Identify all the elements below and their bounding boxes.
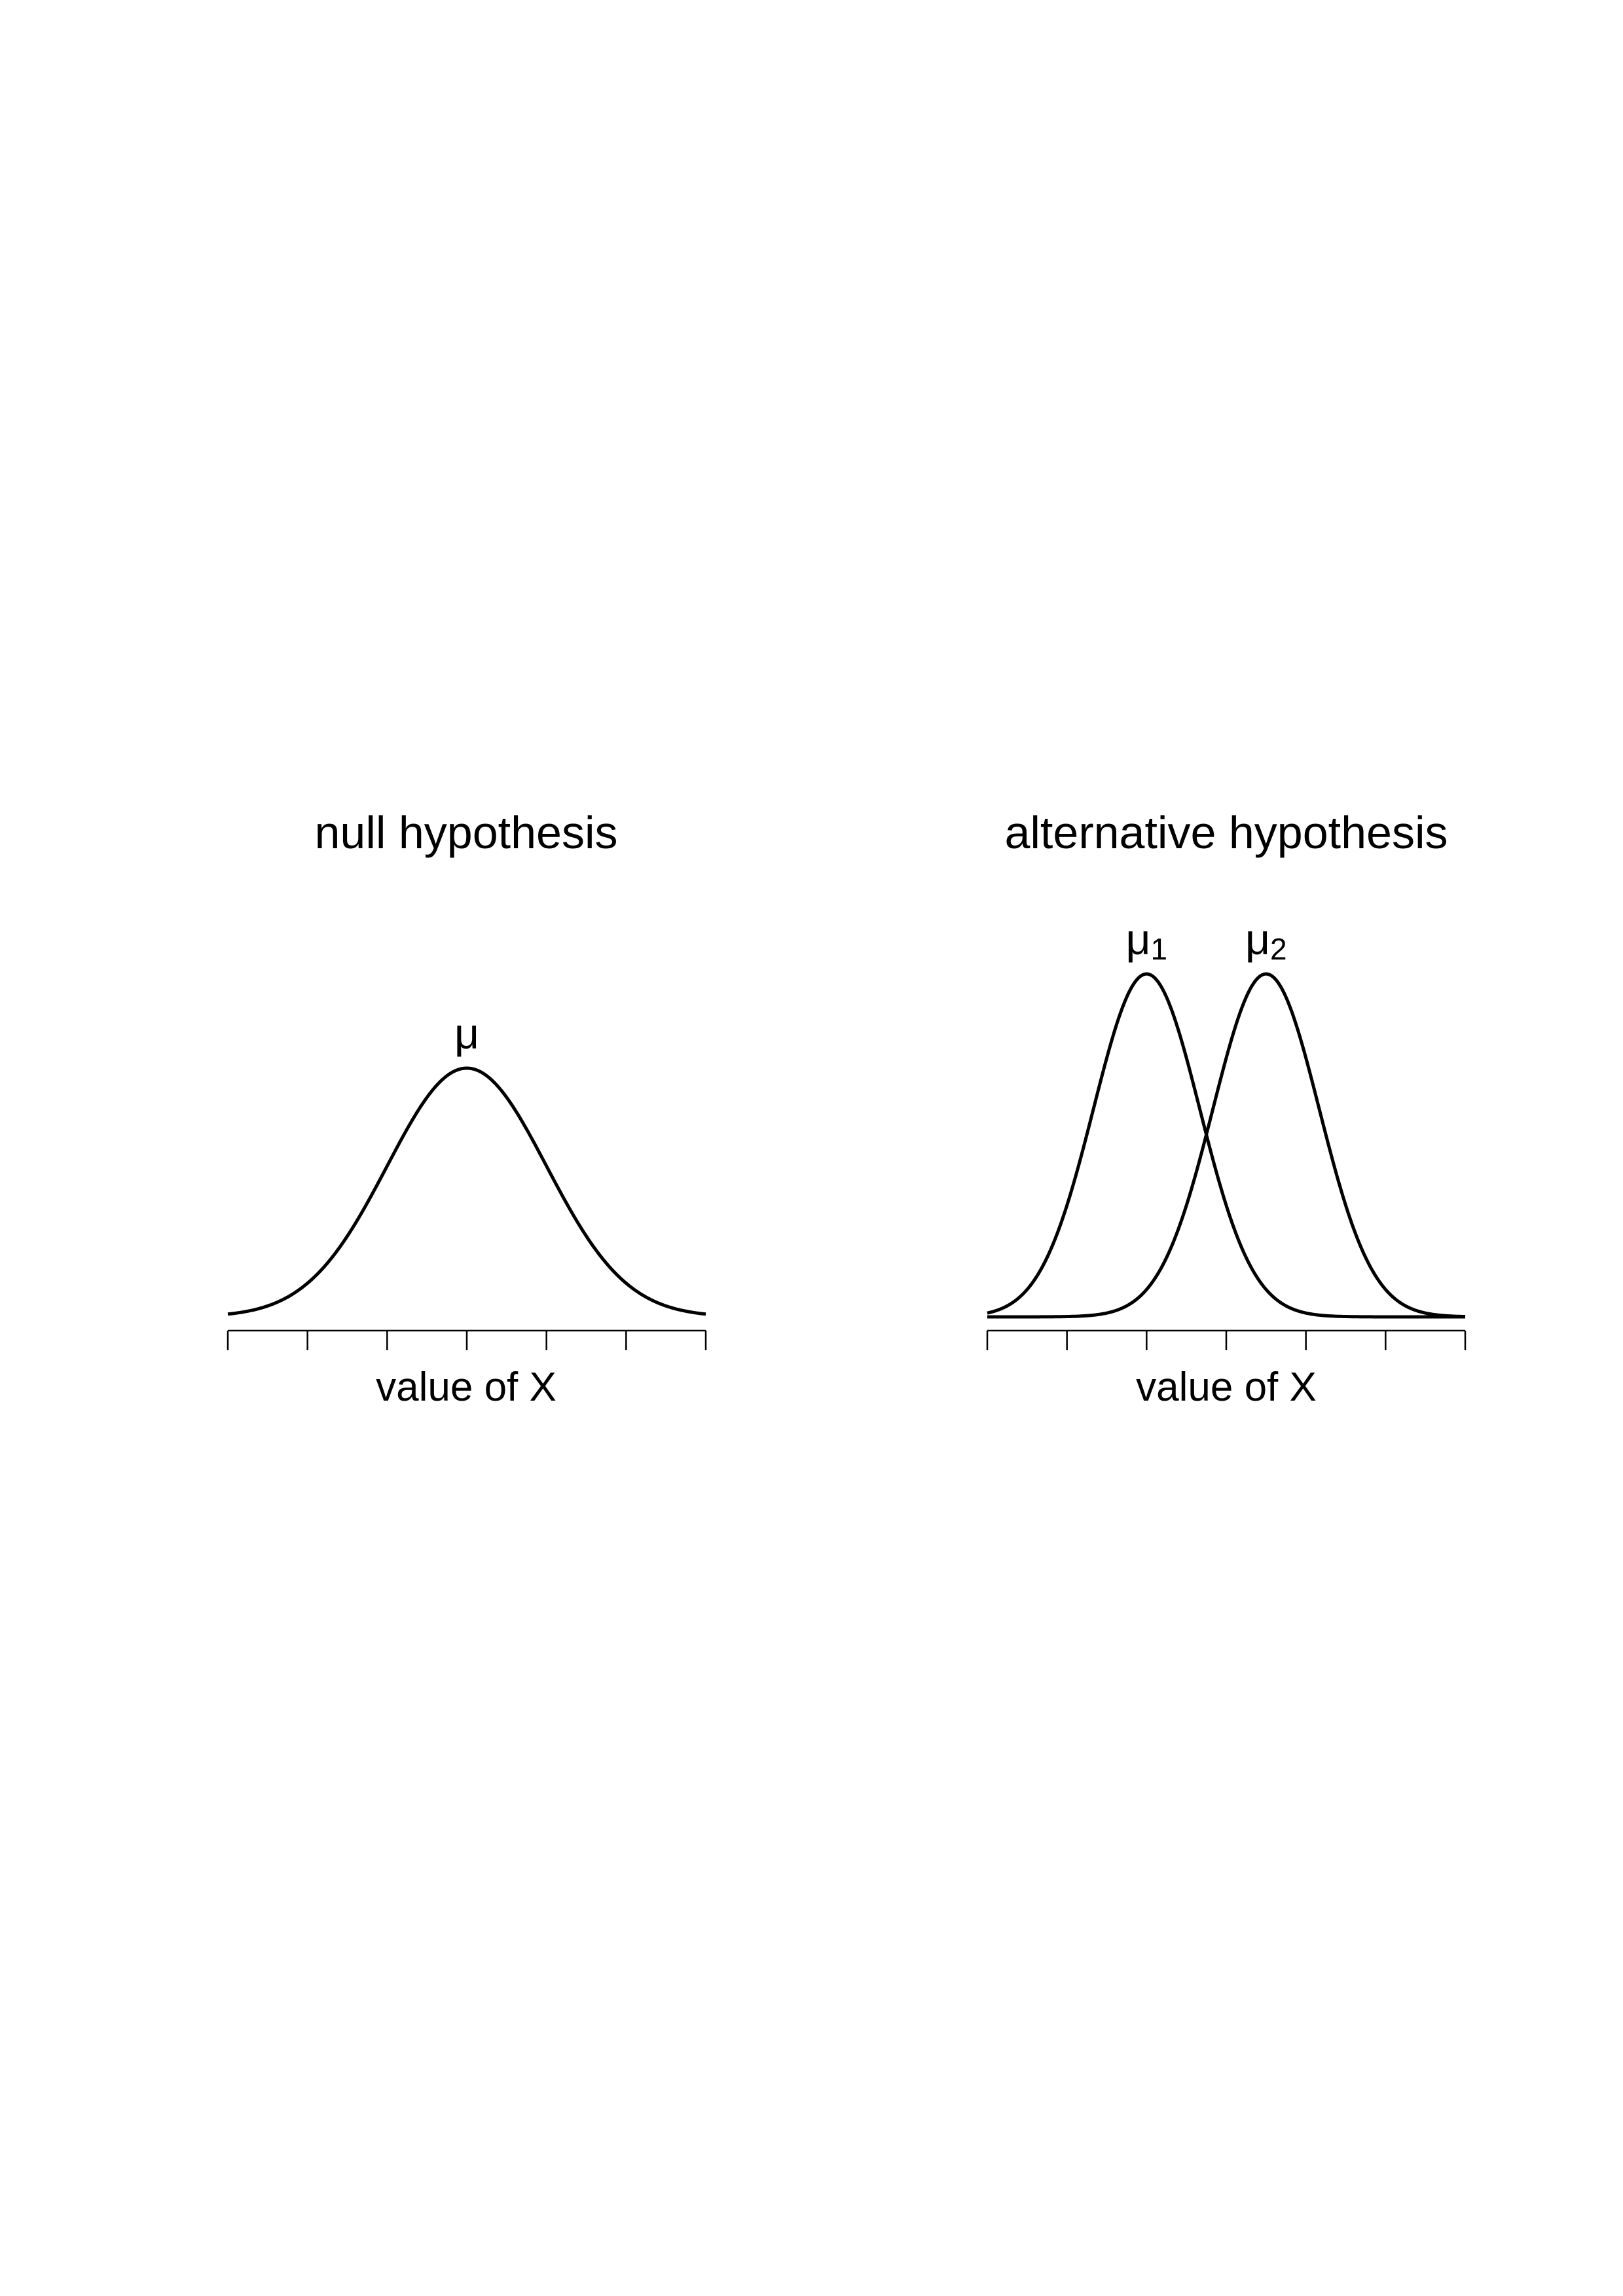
density-curve-1 <box>227 1066 706 1316</box>
peak-label-1: μ <box>454 1009 479 1058</box>
alternative-hypothesis-panel: alternative hypothesis value of X μ1 μ2 <box>986 807 1467 1410</box>
x-axis-label: value of X <box>1136 1365 1317 1410</box>
density-curve-1 <box>987 972 1465 1319</box>
peak-label-2: μ2 <box>1245 915 1287 966</box>
null-hypothesis-panel: null hypothesis value of X μ <box>227 807 707 1410</box>
density-curve-2 <box>987 972 1466 1319</box>
x-axis-label: value of X <box>376 1365 556 1410</box>
peak-label-1: μ1 <box>1126 915 1168 966</box>
chart-title: alternative hypothesis <box>1004 807 1448 858</box>
chart-title: null hypothesis <box>314 807 617 858</box>
